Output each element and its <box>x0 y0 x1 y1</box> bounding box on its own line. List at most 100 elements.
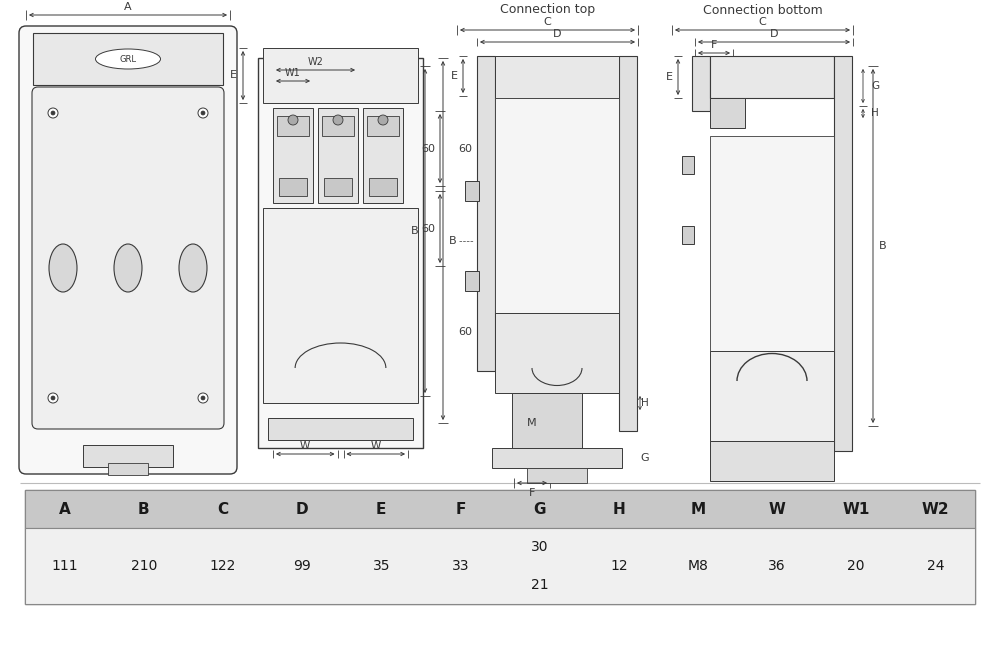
Text: Connection bottom: Connection bottom <box>703 3 822 17</box>
Text: H: H <box>641 398 649 408</box>
Text: W1: W1 <box>843 502 870 516</box>
Bar <box>477 56 495 371</box>
Text: 33: 33 <box>452 559 469 573</box>
Ellipse shape <box>114 244 142 292</box>
Bar <box>83 445 173 467</box>
Text: Connection top: Connection top <box>500 3 595 17</box>
Text: 21: 21 <box>531 578 548 592</box>
Text: 20: 20 <box>848 559 865 573</box>
Bar <box>25 490 975 528</box>
Text: M8: M8 <box>687 559 708 573</box>
Text: F: F <box>455 502 466 516</box>
Text: 210: 210 <box>131 559 157 573</box>
Text: 36: 36 <box>768 559 786 573</box>
Text: F: F <box>529 488 535 498</box>
Bar <box>324 178 352 196</box>
Text: C: C <box>217 502 228 516</box>
Bar <box>710 351 834 441</box>
Bar <box>108 463 148 475</box>
Circle shape <box>51 396 55 400</box>
Bar <box>710 441 834 481</box>
Circle shape <box>198 393 208 403</box>
Text: G: G <box>871 81 879 91</box>
Text: 111: 111 <box>51 559 78 573</box>
Circle shape <box>48 393 58 403</box>
Text: G: G <box>533 502 546 516</box>
Bar <box>322 116 354 136</box>
Bar <box>363 108 403 203</box>
Bar <box>834 56 852 451</box>
Bar <box>465 181 479 201</box>
Text: W: W <box>371 441 381 451</box>
FancyBboxPatch shape <box>32 87 224 429</box>
Ellipse shape <box>49 244 77 292</box>
Text: E: E <box>450 71 458 81</box>
Circle shape <box>48 108 58 118</box>
Text: E: E <box>230 70 237 81</box>
Text: B: B <box>449 236 457 246</box>
Bar <box>263 208 418 403</box>
Bar <box>512 393 582 448</box>
Text: 12: 12 <box>610 559 628 573</box>
Text: W: W <box>300 441 310 451</box>
Bar <box>318 108 358 203</box>
Text: W2: W2 <box>922 502 949 516</box>
FancyBboxPatch shape <box>19 26 237 474</box>
Text: 30: 30 <box>531 540 548 554</box>
Bar <box>619 56 637 431</box>
Text: H: H <box>612 502 625 516</box>
Circle shape <box>288 115 298 125</box>
Bar <box>367 116 399 136</box>
Text: A: A <box>124 2 132 12</box>
Bar <box>710 56 834 98</box>
Bar <box>25 490 975 604</box>
Bar <box>682 156 694 174</box>
Bar <box>465 271 479 291</box>
Text: B: B <box>411 226 419 236</box>
Circle shape <box>201 396 205 400</box>
Bar <box>33 33 223 85</box>
Text: C: C <box>544 17 551 27</box>
Text: D: D <box>553 29 562 39</box>
Bar <box>25 528 975 604</box>
Ellipse shape <box>179 244 207 292</box>
Bar <box>263 48 418 103</box>
Text: 122: 122 <box>210 559 236 573</box>
Circle shape <box>51 111 55 115</box>
Bar <box>710 136 834 351</box>
Ellipse shape <box>96 49 160 69</box>
Text: M: M <box>527 418 537 428</box>
Bar <box>495 313 619 393</box>
Bar <box>495 98 619 313</box>
Text: W2: W2 <box>308 57 323 67</box>
Text: E: E <box>666 72 672 82</box>
Text: 60: 60 <box>421 144 435 154</box>
Circle shape <box>333 115 343 125</box>
Text: D: D <box>770 29 778 39</box>
Bar <box>268 418 413 440</box>
Text: B: B <box>138 502 150 516</box>
Text: 60: 60 <box>458 144 472 154</box>
Circle shape <box>198 108 208 118</box>
Bar <box>369 178 397 196</box>
Text: E: E <box>376 502 386 516</box>
Text: 99: 99 <box>293 559 311 573</box>
Text: W: W <box>769 502 786 516</box>
Bar <box>258 58 423 448</box>
Text: B: B <box>879 241 887 251</box>
Circle shape <box>378 115 388 125</box>
Text: 60: 60 <box>458 327 472 337</box>
Text: C: C <box>759 17 766 27</box>
Text: 35: 35 <box>372 559 390 573</box>
Text: F: F <box>711 40 717 50</box>
Text: GRL: GRL <box>120 54 136 64</box>
Bar <box>492 448 622 468</box>
Bar <box>279 178 307 196</box>
Text: W1: W1 <box>285 68 301 78</box>
Text: D: D <box>296 502 308 516</box>
Bar <box>527 468 587 483</box>
Bar <box>692 56 710 111</box>
Bar <box>710 98 745 128</box>
Circle shape <box>201 111 205 115</box>
Bar <box>273 108 313 203</box>
